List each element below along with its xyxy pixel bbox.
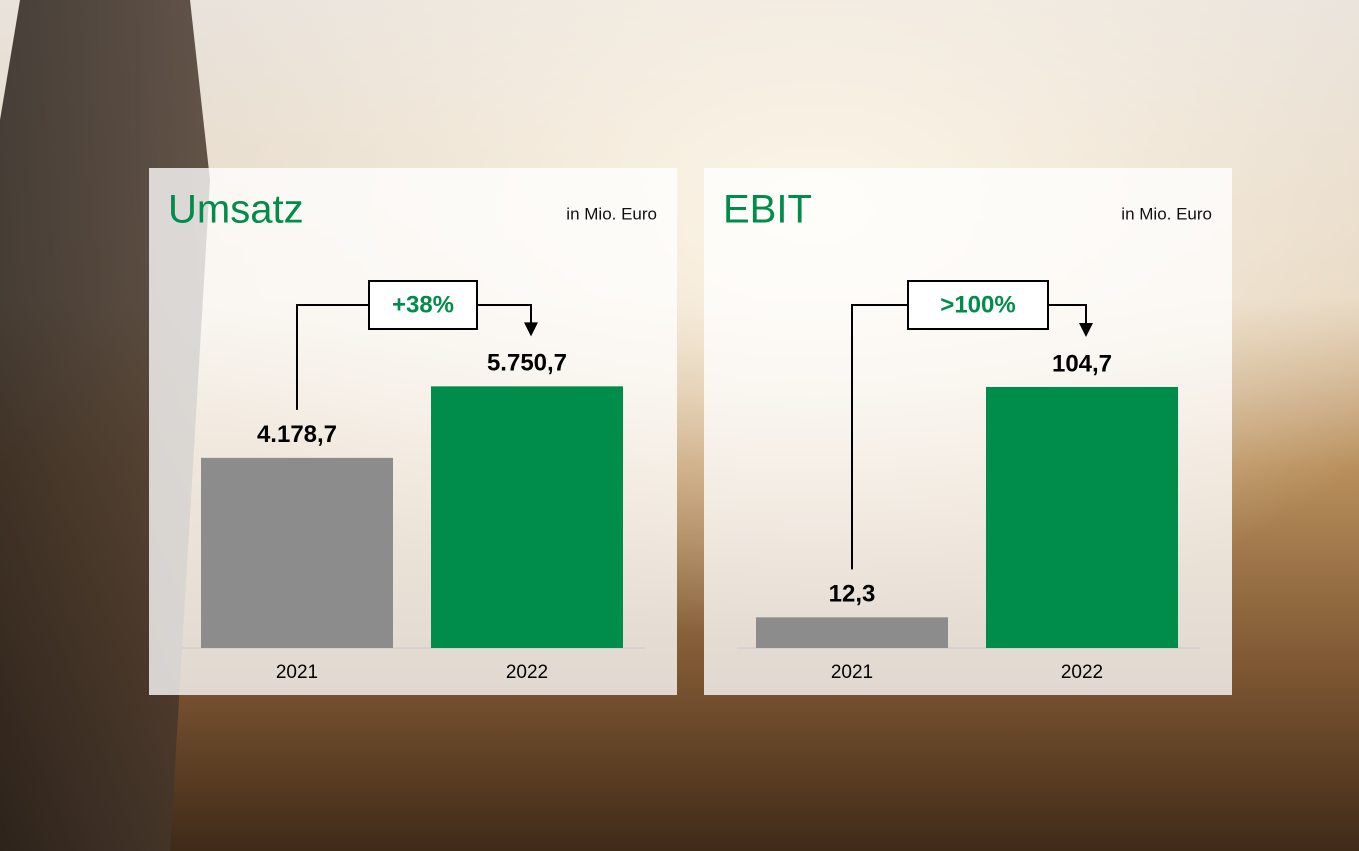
value-label: 104,7 bbox=[1052, 350, 1112, 377]
bar bbox=[756, 617, 948, 648]
category-label: 2022 bbox=[506, 662, 548, 683]
bar bbox=[201, 458, 393, 648]
category-label: 2022 bbox=[1061, 662, 1103, 683]
unit-label: in Mio. Euro bbox=[566, 204, 657, 223]
value-label: 4.178,7 bbox=[257, 421, 337, 448]
value-label: 5.750,7 bbox=[487, 350, 567, 377]
category-label: 2021 bbox=[276, 662, 318, 683]
change-label: >100% bbox=[940, 291, 1015, 318]
chart-title: Umsatz bbox=[168, 188, 304, 232]
unit-label: in Mio. Euro bbox=[1121, 204, 1212, 223]
bar bbox=[986, 387, 1178, 648]
value-label: 12,3 bbox=[829, 581, 876, 608]
change-label: +38% bbox=[392, 291, 454, 318]
page: {"chart_data": [ {"type": "bar", "title"… bbox=[0, 0, 1359, 851]
bar bbox=[431, 386, 623, 648]
screen: Umsatz in Mio. Euro 4.178,7 2021 5.750,7 2022… bbox=[0, 0, 1359, 851]
chart-title: EBIT bbox=[723, 188, 812, 232]
category-label: 2021 bbox=[831, 662, 873, 683]
